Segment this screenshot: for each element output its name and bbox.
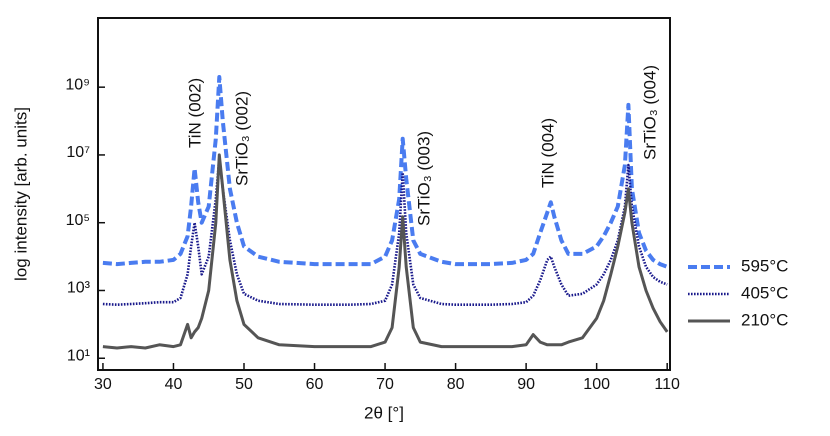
series-line bbox=[102, 156, 668, 306]
peak-annotation: SrTiO₃ (003) bbox=[414, 131, 433, 226]
x-tick-label: 60 bbox=[306, 376, 324, 393]
legend-label: 595°C bbox=[741, 256, 788, 275]
peak-annotation: SrTiO₃ (002) bbox=[232, 91, 251, 186]
y-tick-label: 10⁵ bbox=[66, 212, 90, 229]
x-tick-label: 50 bbox=[235, 376, 253, 393]
legend-label: 210°C bbox=[741, 310, 788, 329]
x-tick-label: 30 bbox=[94, 376, 112, 393]
y-tick-label: 10⁷ bbox=[66, 144, 90, 161]
x-tick-label: 90 bbox=[517, 376, 535, 393]
y-tick-label: 10¹ bbox=[67, 347, 90, 364]
x-tick-label: 110 bbox=[654, 376, 680, 393]
peak-annotation: SrTiO₃ (004) bbox=[640, 65, 659, 160]
x-tick-label: 80 bbox=[447, 376, 465, 393]
peak-annotation: TiN (002) bbox=[185, 78, 204, 148]
y-tick-label: 10³ bbox=[67, 280, 91, 297]
plot-frame bbox=[97, 17, 671, 371]
series-line bbox=[102, 75, 668, 269]
x-tick-label: 70 bbox=[376, 376, 394, 393]
x-tick-label: 100 bbox=[583, 376, 610, 393]
legend-label: 405°C bbox=[741, 283, 788, 302]
series-line bbox=[102, 153, 669, 350]
peak-annotation: TiN (004) bbox=[538, 118, 557, 188]
y-tick-label: 10⁹ bbox=[65, 76, 90, 93]
x-tick-label: 40 bbox=[165, 376, 183, 393]
y-axis-label: log intensity [arb. units] bbox=[11, 107, 30, 281]
x-axis-label: 2θ [°] bbox=[364, 403, 404, 422]
